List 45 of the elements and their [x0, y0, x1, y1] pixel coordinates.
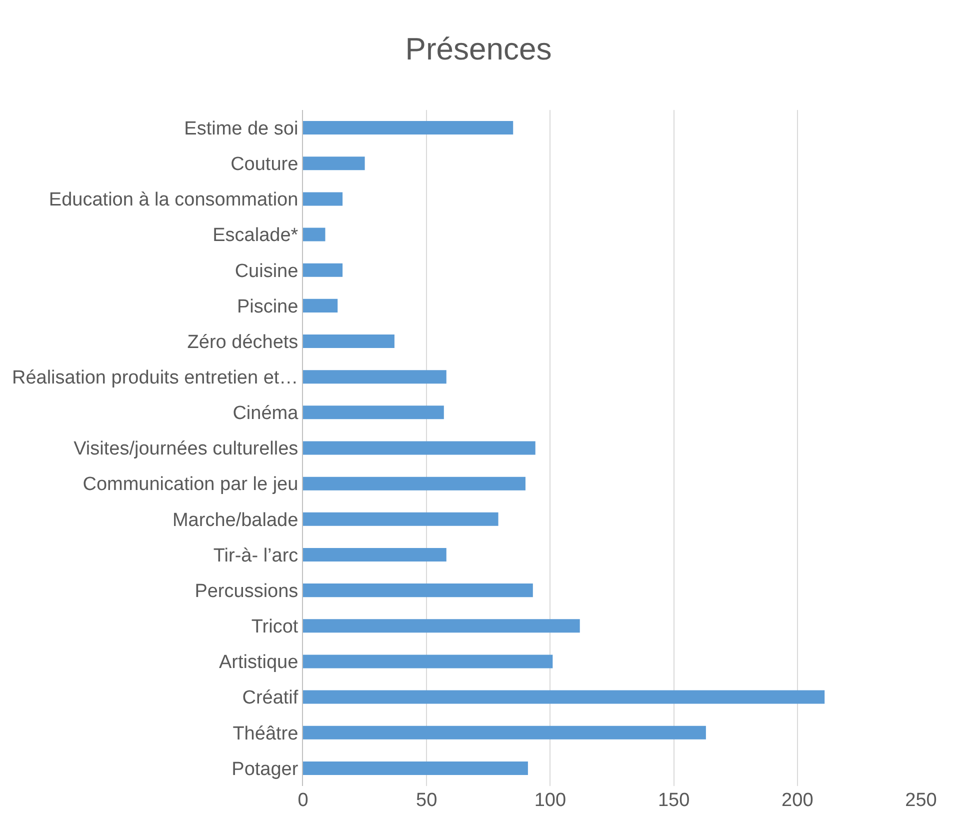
bar	[303, 228, 326, 242]
bar	[303, 156, 365, 170]
y-tick-label: Piscine	[236, 296, 298, 318]
bar	[303, 690, 825, 704]
bar	[303, 584, 533, 598]
bar	[303, 121, 514, 135]
bar	[303, 441, 536, 455]
x-tick-label: 150	[658, 790, 690, 811]
bar	[303, 370, 446, 384]
x-tick-label: 100	[534, 790, 566, 811]
bar	[303, 298, 338, 312]
bar	[303, 406, 444, 420]
y-tick-label: Artistique	[218, 652, 298, 674]
bar	[303, 512, 498, 526]
x-tick-label: 0	[298, 790, 308, 811]
y-tick-label: Communication par le jeu	[82, 474, 298, 496]
y-tick-label: Créatif	[242, 688, 299, 709]
y-tick-label: Théâtre	[232, 723, 298, 744]
y-tick-label: Cinéma	[232, 403, 299, 424]
bar	[303, 761, 528, 775]
y-tick-label: Couture	[230, 154, 298, 176]
chart-title: Présences	[405, 31, 552, 66]
x-tick-label: 50	[416, 790, 438, 811]
y-tick-label: Potager	[232, 758, 299, 780]
y-tick-label: Percussions	[194, 580, 298, 602]
bar	[303, 192, 343, 206]
bar	[303, 654, 553, 668]
y-tick-label: Visites/journées culturelles	[74, 438, 298, 460]
y-tick-label: Estime de soi	[184, 118, 298, 140]
y-tick-label: Réalisation produits entretien et…	[12, 367, 298, 388]
y-tick-label: Escalade*	[212, 225, 299, 246]
bar	[303, 263, 343, 277]
y-tick-label: Cuisine	[234, 260, 298, 282]
bar	[303, 476, 526, 490]
y-tick-label: Tir-à- l’arc	[213, 545, 298, 566]
y-tick-label: Zéro déchets	[187, 332, 298, 353]
x-tick-label: 250	[905, 790, 937, 811]
bar	[303, 726, 706, 740]
bar	[303, 334, 394, 348]
y-tick-label: Tricot	[251, 616, 299, 638]
bar	[303, 619, 580, 633]
y-tick-label: Education à la consommation	[48, 190, 298, 211]
bar	[303, 548, 446, 562]
x-tick-label: 200	[782, 790, 814, 811]
y-tick-label: Marche/balade	[172, 510, 298, 531]
